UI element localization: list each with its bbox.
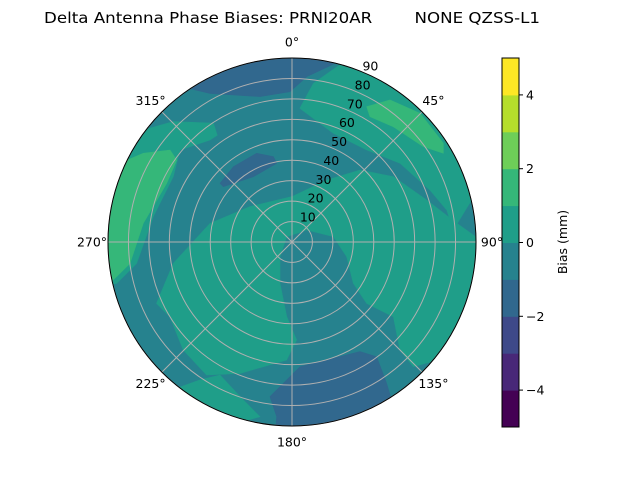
colorbar: −4 −2 0 2 4 — [501, 57, 544, 428]
radial-tick-label: 40 — [323, 153, 339, 168]
colorbar-segment — [502, 131, 519, 170]
radial-tick-labels: 10 20 30 40 50 60 70 80 90 — [300, 59, 379, 225]
colorbar-segment — [502, 205, 519, 243]
colorbar-tick-label: −4 — [526, 383, 544, 398]
radial-tick-label: 60 — [339, 115, 355, 130]
angle-tick-label: 90° — [481, 235, 503, 250]
angle-tick-label: 225° — [136, 376, 166, 391]
radial-tick-label: 10 — [300, 210, 316, 225]
colorbar-segment — [502, 168, 519, 207]
angle-tick-label: 270° — [77, 235, 107, 250]
angle-tick-label: 135° — [418, 376, 448, 391]
colorbar-segment — [502, 390, 519, 428]
plot-border — [107, 57, 477, 427]
angular-gridline — [291, 111, 423, 243]
contour-regions — [108, 58, 476, 426]
contour-region — [219, 152, 278, 188]
radial-tick-label: 80 — [355, 77, 371, 92]
angular-tick-labels: 0° 45° 90° 135° 180° 225° 270° 315° — [77, 35, 503, 450]
angle-tick-label: 0° — [285, 35, 299, 50]
colorbar-tick-label: −2 — [526, 309, 544, 324]
colorbar-segment — [502, 279, 519, 317]
angle-tick-label: 315° — [136, 93, 166, 108]
radial-tick-label: 90 — [362, 59, 378, 74]
radial-tick-label: 70 — [347, 96, 363, 111]
polar-grid — [107, 57, 477, 427]
colorbar-label: Bias (mm) — [555, 210, 570, 274]
angular-gridline — [161, 241, 293, 373]
colorbar-tick-label: 2 — [526, 161, 534, 176]
angle-tick-label: 45° — [422, 93, 444, 108]
colorbar-tick-label: 0 — [526, 235, 534, 250]
angular-gridline — [291, 241, 423, 373]
chart-title: Delta Antenna Phase Biases: PRNI20AR NON… — [44, 9, 540, 27]
colorbar-segment — [502, 94, 519, 133]
colorbar-segment — [502, 316, 519, 354]
colorbar-segment — [502, 353, 519, 391]
colorbar-tick-label: 4 — [526, 87, 534, 102]
colorbar-segment — [502, 242, 519, 280]
radial-tick-label: 30 — [316, 172, 332, 187]
angle-tick-label: 180° — [277, 435, 307, 450]
angular-gridline — [161, 111, 293, 243]
radial-tick-label: 20 — [308, 191, 324, 206]
colorbar-segment — [502, 58, 519, 96]
radial-tick-label: 50 — [331, 134, 347, 149]
contour-region — [366, 99, 444, 154]
